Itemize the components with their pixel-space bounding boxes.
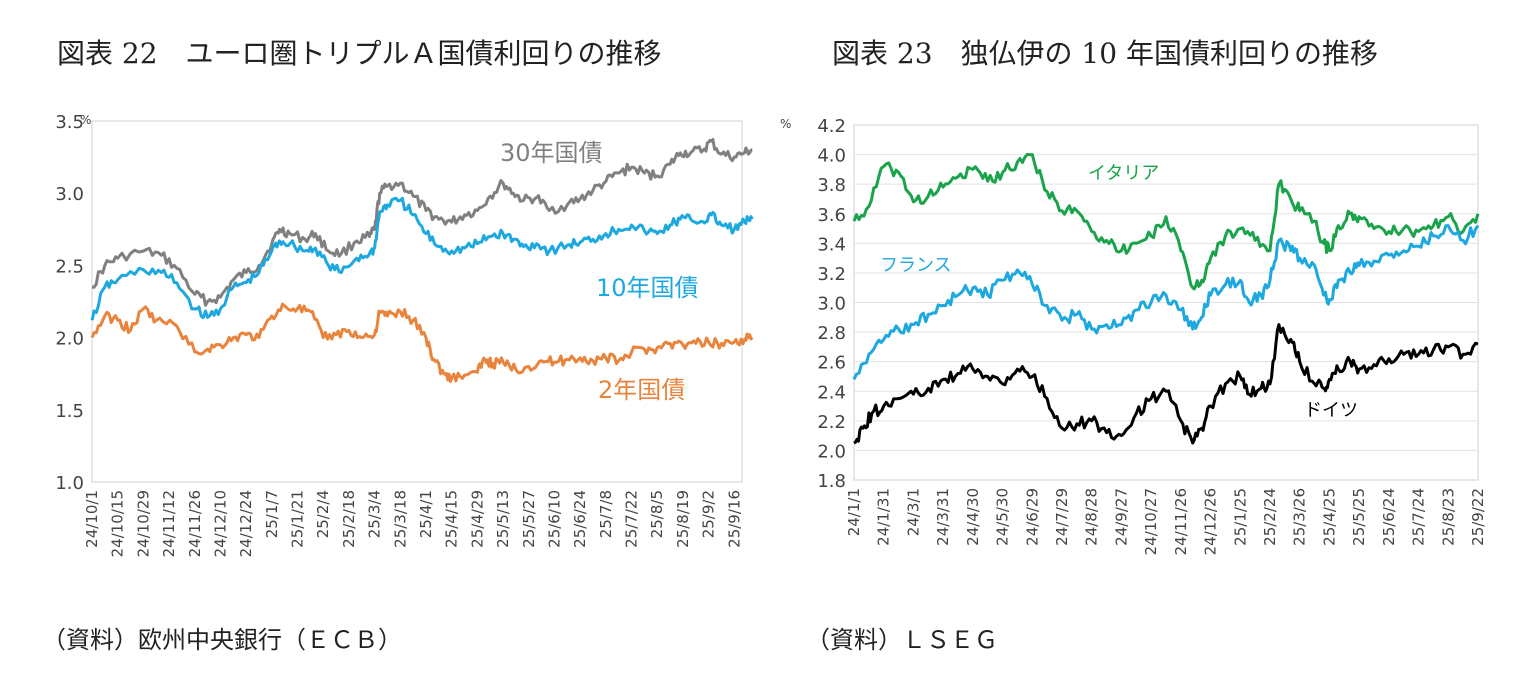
x-tick-label: 25/7/8: [597, 490, 615, 538]
x-tick-label: 25/5/13: [494, 490, 512, 548]
y-tick-label: 2.5: [55, 256, 84, 277]
x-tick-label: 24/8/28: [1083, 488, 1101, 546]
x-tick-label: 24/12/26: [1202, 488, 1220, 555]
x-tick-label: 24/11/26: [186, 490, 204, 557]
x-tick-label: 25/3/26: [1291, 488, 1309, 546]
x-tick-label: 24/3/31: [934, 488, 952, 546]
yield-chart-de-fr-it: 1.8 2.0 2.2 2.4 2.6 2.8 3.0 3.2 3.4 3.6 3.8 4.0 4.2%…: [780, 116, 1487, 555]
figure-23-source: （資料）ＬＳＥＧ: [806, 626, 998, 654]
x-tick-label: 24/10/1: [83, 490, 101, 548]
y-unit-label: %: [80, 113, 91, 127]
series-line: [853, 323, 1479, 445]
x-tick-label: 24/3/1: [904, 488, 922, 536]
x-tick-label: 24/11/26: [1172, 488, 1190, 555]
x-tick-label: 24/4/30: [964, 488, 982, 546]
figure-22-title: 図表 22 ユーロ圏トリプルＡ国債利回りの推移: [57, 37, 662, 70]
y-tick-label: 4.0: [817, 146, 846, 167]
x-tick-label: 25/1/21: [289, 490, 307, 548]
series-label: フランス: [880, 255, 952, 276]
x-tick-label: 24/10/29: [134, 490, 152, 557]
y-tick-label: 2.0: [55, 329, 84, 350]
x-tick-label: 24/9/27: [1112, 488, 1130, 546]
x-tick-label: 24/7/29: [1053, 488, 1071, 546]
x-tick-label: 25/6/10: [545, 490, 563, 548]
y-tick-label: 3.4: [817, 234, 846, 255]
x-tick-label: 24/12/10: [211, 490, 229, 557]
x-tick-label: 25/4/29: [468, 490, 486, 548]
x-tick-label: 25/4/25: [1320, 488, 1338, 546]
series-label: 30年国債: [500, 139, 603, 167]
series-label: 2年国債: [598, 376, 685, 404]
x-tick-label: 25/1/25: [1231, 488, 1249, 546]
series-label: イタリア: [1088, 163, 1159, 184]
y-tick-label: 4.2: [817, 116, 846, 137]
figure-23-title: 図表 23 独仏伊の 10 年国債利回りの推移: [832, 37, 1378, 70]
y-tick-label: 1.5: [55, 401, 84, 422]
x-tick-label: 24/1/1: [845, 488, 863, 536]
x-tick-label: 24/1/31: [875, 488, 893, 546]
x-tick-label: 25/8/5: [648, 490, 666, 538]
y-tick-label: 1.8: [817, 471, 846, 492]
x-tick-label: 25/9/2: [700, 490, 718, 538]
x-tick-label: 24/5/30: [994, 488, 1012, 546]
x-tick-label: 25/4/15: [443, 490, 461, 548]
plot-area-frame: [91, 120, 743, 483]
x-tick-label: 25/2/18: [340, 490, 358, 548]
y-tick-label: 3.5: [55, 112, 84, 133]
y-tick-label: 3.6: [817, 205, 846, 226]
x-tick-label: 25/6/24: [571, 490, 589, 548]
y-tick-label: 3.2: [817, 264, 846, 285]
y-tick-label: 2.8: [817, 323, 846, 344]
x-tick-label: 25/5/27: [520, 490, 538, 548]
y-tick-label: 2.6: [817, 353, 846, 374]
series-label: ドイツ: [1304, 400, 1358, 421]
x-tick-label: 24/10/15: [109, 490, 127, 557]
x-tick-label: 25/1/7: [263, 490, 281, 538]
figure-22-source: （資料）欧州中央銀行（ＥＣＢ）: [42, 626, 402, 654]
x-tick-label: 25/9/16: [725, 490, 743, 548]
series-line: [90, 302, 754, 383]
x-tick-label: 25/4/1: [417, 490, 435, 538]
series-line: [90, 196, 754, 321]
y-tick-label: 3.0: [817, 294, 846, 315]
x-tick-label: 25/9/22: [1469, 488, 1487, 546]
x-tick-label: 25/2/4: [314, 490, 332, 538]
x-tick-label: 25/7/22: [623, 490, 641, 548]
x-tick-label: 24/12/24: [237, 490, 255, 557]
x-tick-label: 24/11/12: [160, 490, 178, 557]
y-tick-label: 1.0: [55, 473, 84, 494]
y-unit-label: %: [780, 117, 791, 131]
x-tick-label: 24/10/27: [1142, 488, 1160, 555]
x-tick-label: 25/7/24: [1410, 488, 1428, 546]
x-tick-label: 25/3/18: [391, 490, 409, 548]
x-tick-label: 24/6/29: [1023, 488, 1041, 546]
x-tick-label: 25/2/24: [1261, 488, 1279, 546]
series-line: [852, 224, 1480, 381]
x-tick-label: 25/5/25: [1350, 488, 1368, 546]
series-label: 10年国債: [596, 274, 699, 302]
series-line: [852, 152, 1480, 291]
y-tick-label: 3.0: [55, 184, 84, 205]
y-tick-label: 2.0: [817, 441, 846, 462]
y-tick-label: 2.2: [817, 412, 846, 433]
y-tick-label: 2.4: [817, 382, 846, 403]
x-tick-label: 25/3/4: [366, 490, 384, 538]
x-tick-label: 25/6/24: [1380, 488, 1398, 546]
x-tick-label: 25/8/23: [1439, 488, 1457, 546]
x-tick-label: 25/8/19: [674, 490, 692, 548]
series-line: [91, 138, 753, 307]
yield-chart-aaa: 1.0 1.5 2.0 2.5 3.0 3.5% 24/10/1 24/10/15 24/10/…: [55, 112, 754, 557]
y-tick-label: 3.8: [817, 175, 846, 196]
